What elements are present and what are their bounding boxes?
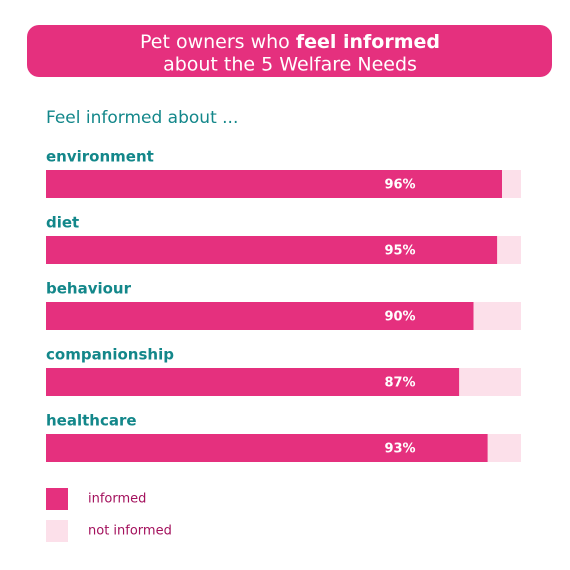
value-label: 90% — [384, 310, 415, 325]
category-label: behaviour — [46, 280, 132, 298]
category-label: environment — [46, 148, 154, 166]
legend-label: informed — [88, 492, 146, 507]
value-label: 93% — [384, 442, 415, 457]
bar-segment — [497, 236, 521, 264]
category-label: companionship — [46, 346, 174, 364]
title-part: Pet owners who — [140, 31, 290, 53]
bar-segment — [502, 170, 521, 198]
value-label: 96% — [384, 178, 415, 193]
bar-segment — [459, 368, 521, 396]
legend-label: not informed — [88, 524, 172, 539]
title-part: feel informed — [296, 31, 440, 53]
bar-segment — [46, 236, 498, 264]
category-label: healthcare — [46, 412, 137, 430]
bar-segment — [46, 434, 488, 462]
chart-title: Pet owners who feel informed — [140, 31, 440, 53]
value-label: 95% — [384, 244, 415, 259]
bar-segment — [46, 368, 460, 396]
bar-segment — [487, 434, 521, 462]
category-label: diet — [46, 214, 79, 232]
value-label: 87% — [384, 376, 415, 391]
legend-swatch — [46, 520, 68, 542]
title-box — [27, 25, 552, 77]
bar-segment — [46, 302, 474, 330]
bar-segment — [473, 302, 521, 330]
chart-title: about the 5 Welfare Needs — [163, 54, 417, 76]
subtitle: Feel informed about ... — [46, 108, 238, 128]
bar-segment — [46, 170, 502, 198]
legend-swatch — [46, 488, 68, 510]
